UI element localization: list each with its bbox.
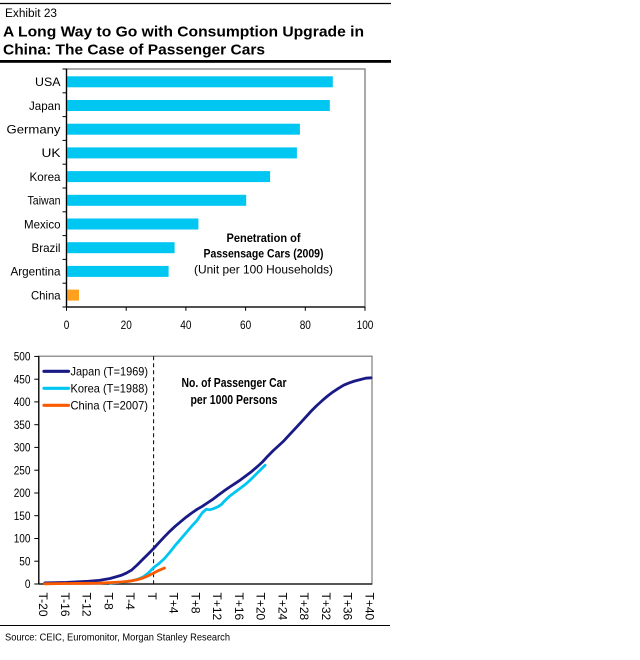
svg-text:T-16: T-16 — [58, 593, 72, 617]
svg-text:400: 400 — [14, 395, 31, 409]
svg-text:T: T — [145, 593, 159, 601]
svg-text:China (T=2007): China (T=2007) — [71, 399, 149, 413]
svg-text:T+40: T+40 — [362, 593, 376, 621]
svg-text:T-20: T-20 — [36, 593, 50, 617]
svg-text:80: 80 — [300, 318, 311, 332]
svg-text:T+32: T+32 — [319, 593, 333, 621]
svg-text:A Long Way to Go with Consumpt: A Long Way to Go with Consumption Upgrad… — [3, 24, 364, 41]
svg-text:100: 100 — [357, 318, 374, 332]
svg-text:T-12: T-12 — [80, 593, 94, 617]
svg-text:300: 300 — [14, 441, 31, 455]
svg-text:Passensage Cars (2009): Passensage Cars (2009) — [204, 247, 324, 261]
svg-text:T+28: T+28 — [297, 593, 311, 621]
svg-text:40: 40 — [180, 318, 191, 332]
svg-text:T+24: T+24 — [275, 593, 289, 621]
svg-text:(Unit per 100 Households): (Unit per 100 Households) — [194, 262, 333, 276]
svg-text:Penetration of: Penetration of — [227, 231, 302, 245]
svg-text:UK: UK — [42, 146, 61, 160]
svg-text:China: China — [31, 288, 61, 302]
svg-text:20: 20 — [121, 318, 132, 332]
svg-text:450: 450 — [14, 372, 31, 386]
svg-text:Brazil: Brazil — [32, 241, 61, 255]
svg-text:500: 500 — [14, 350, 31, 364]
svg-text:Source: CEIC, Euromonitor, Mor: Source: CEIC, Euromonitor, Morgan Stanle… — [5, 632, 230, 644]
svg-text:150: 150 — [14, 509, 31, 523]
svg-text:Korea: Korea — [30, 170, 61, 184]
svg-text:T+16: T+16 — [232, 593, 246, 621]
svg-text:per 1000 Persons: per 1000 Persons — [191, 393, 278, 407]
svg-text:T+4: T+4 — [167, 593, 181, 614]
svg-text:No. of Passenger Car: No. of Passenger Car — [182, 376, 287, 390]
svg-text:Korea (T=1988): Korea (T=1988) — [71, 382, 149, 396]
svg-text:Japan (T=1969): Japan (T=1969) — [71, 365, 149, 379]
svg-text:50: 50 — [19, 554, 30, 568]
svg-text:0: 0 — [25, 577, 31, 591]
svg-text:Argentina: Argentina — [11, 265, 61, 279]
svg-text:0: 0 — [64, 318, 70, 332]
svg-text:Japan: Japan — [29, 99, 61, 113]
svg-text:Exhibit 23: Exhibit 23 — [5, 8, 57, 20]
svg-text:Mexico: Mexico — [24, 217, 61, 231]
svg-text:250: 250 — [14, 463, 31, 477]
svg-text:T+12: T+12 — [210, 593, 224, 621]
svg-text:350: 350 — [14, 418, 31, 432]
svg-text:T-8: T-8 — [101, 593, 115, 611]
svg-text:T+20: T+20 — [254, 593, 268, 621]
svg-text:T-4: T-4 — [123, 593, 137, 611]
svg-text:Germany: Germany — [7, 123, 61, 137]
svg-text:USA: USA — [35, 75, 61, 89]
svg-text:60: 60 — [240, 318, 251, 332]
svg-text:T+36: T+36 — [341, 593, 355, 621]
svg-text:Taiwan: Taiwan — [28, 194, 61, 208]
svg-text:China: The Case of Passenger C: China: The Case of Passenger Cars — [3, 42, 265, 59]
svg-text:100: 100 — [14, 532, 31, 546]
svg-text:T+8: T+8 — [188, 593, 202, 614]
svg-text:200: 200 — [14, 486, 31, 500]
